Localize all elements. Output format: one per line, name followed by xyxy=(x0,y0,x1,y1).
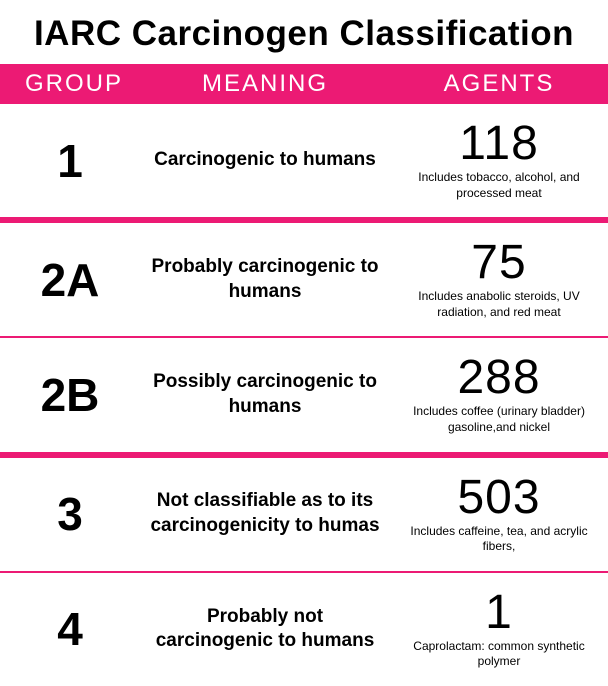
agents-count: 288 xyxy=(400,354,598,402)
page-title: IARC Carcinogen Classification xyxy=(0,0,608,64)
agents-count: 75 xyxy=(400,239,598,287)
agents-desc: Includes tobacco, alcohol, and processed… xyxy=(400,170,598,201)
agents-count: 1 xyxy=(400,589,598,637)
agents-desc: Includes caffeine, tea, and acrylic fibe… xyxy=(400,524,598,555)
header-meaning: MEANING xyxy=(140,70,390,98)
meaning-text: Possibly carcinogenic to humans xyxy=(140,370,390,419)
meaning-text: Carcinogenic to humans xyxy=(140,148,390,173)
agents-desc: Includes anabolic steroids, UV radiation… xyxy=(400,289,598,320)
meaning-text: Probably carcinogenic to humans xyxy=(140,255,390,304)
group-label: 2A xyxy=(0,253,140,307)
agents-cell: 118 Includes tobacco, alcohol, and proce… xyxy=(390,120,608,201)
header-group: GROUP xyxy=(0,70,140,98)
table-row: 1 Carcinogenic to humans 118 Includes to… xyxy=(0,104,608,217)
table-row: 3 Not classifiable as to its carcinogeni… xyxy=(0,458,608,571)
meaning-text: Not classifiable as to its carcinogenici… xyxy=(140,489,390,538)
group-label: 2B xyxy=(0,368,140,422)
agents-count: 503 xyxy=(400,474,598,522)
group-label: 4 xyxy=(0,602,140,656)
group-label: 3 xyxy=(0,487,140,541)
group-label: 1 xyxy=(0,134,140,188)
agents-cell: 503 Includes caffeine, tea, and acrylic … xyxy=(390,474,608,555)
agents-count: 118 xyxy=(400,120,598,168)
header-agents: AGENTS xyxy=(390,70,608,98)
table-row: 4 Probably not carcinogenic to humans 1 … xyxy=(0,573,608,686)
table-header: GROUP MEANING AGENTS xyxy=(0,64,608,104)
agents-desc: Caprolactam: common synthetic polymer xyxy=(400,639,598,670)
agents-cell: 288 Includes coffee (urinary bladder) ga… xyxy=(390,354,608,435)
agents-cell: 1 Caprolactam: common synthetic polymer xyxy=(390,589,608,670)
meaning-text: Probably not carcinogenic to humans xyxy=(140,605,390,654)
table-row: 2A Probably carcinogenic to humans 75 In… xyxy=(0,223,608,336)
agents-cell: 75 Includes anabolic steroids, UV radiat… xyxy=(390,239,608,320)
agents-desc: Includes coffee (urinary bladder) gasoli… xyxy=(400,404,598,435)
table-row: 2B Possibly carcinogenic to humans 288 I… xyxy=(0,338,608,451)
